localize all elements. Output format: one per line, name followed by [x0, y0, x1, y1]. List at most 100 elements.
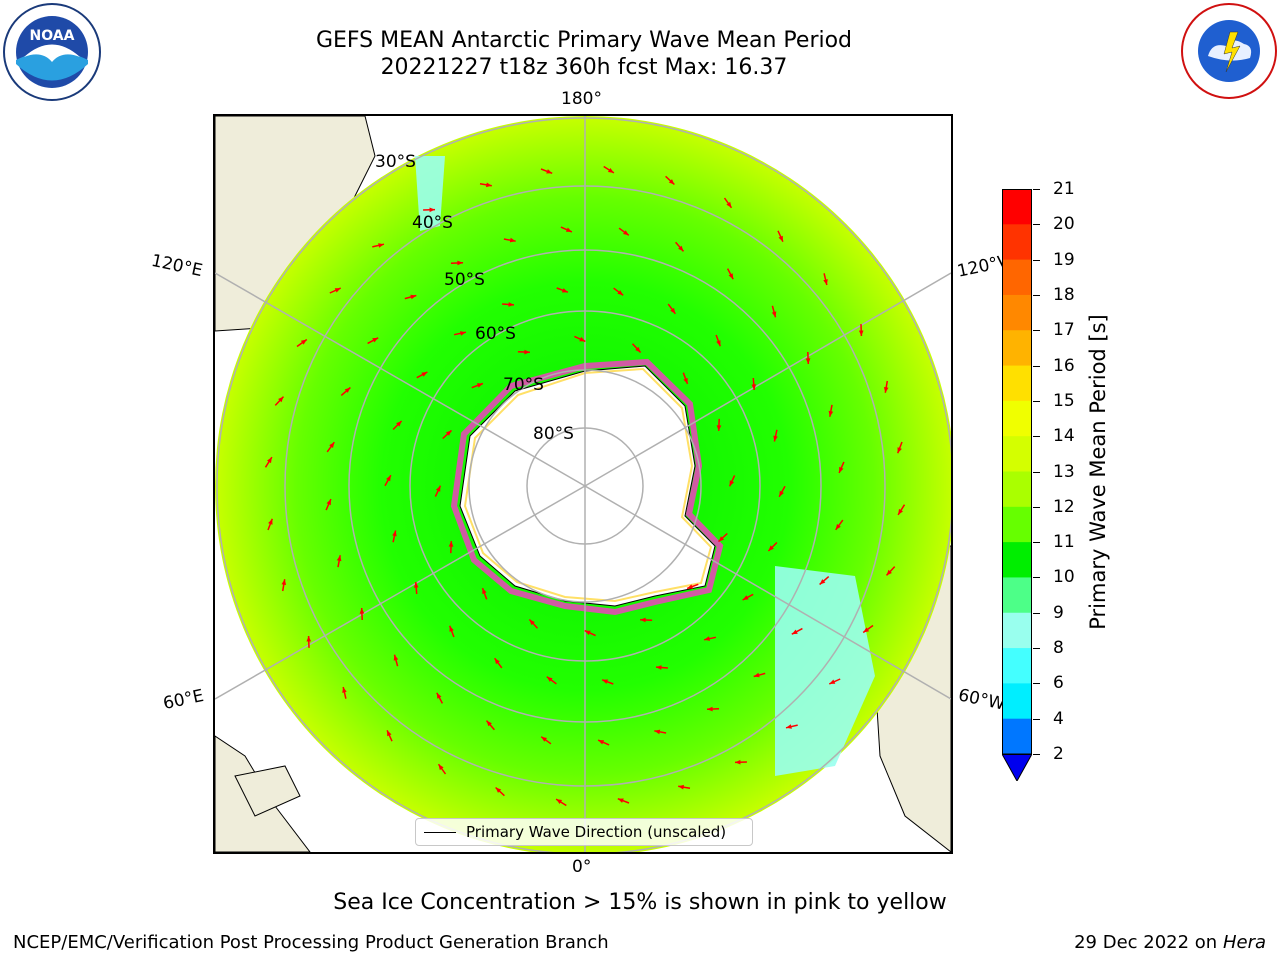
- wave-arrow-head: [751, 384, 757, 390]
- colorbar-tick-label: 10: [1053, 567, 1075, 588]
- wave-arrow-head: [707, 706, 713, 712]
- lat-label-80s: 80°S: [533, 424, 574, 444]
- wave-arrow-head: [886, 569, 892, 576]
- colorbar-tick-mark: [1033, 754, 1040, 755]
- date-text: 29 Dec 2022 on: [1074, 932, 1218, 953]
- wave-arrow-head: [387, 730, 392, 737]
- wave-arrow-head: [410, 294, 417, 300]
- colorbar-tick-label: 9: [1053, 602, 1064, 623]
- lon-label-180: 180°: [561, 89, 602, 109]
- colorbar-tick-mark: [1033, 189, 1040, 190]
- sea-ice-ring: [450, 358, 724, 616]
- colorbar-tick-mark: [1033, 294, 1040, 296]
- wave-arrow-head: [329, 442, 335, 448]
- date-host-text: 29 Dec 2022 on Hera: [1074, 932, 1266, 953]
- svg-text:NOAA: NOAA: [30, 28, 75, 44]
- colorbar-extend-arrow: [1002, 753, 1032, 781]
- colorbar-tick-label: 2: [1053, 744, 1064, 764]
- wave-arrow-head: [334, 288, 341, 293]
- colorbar-tick-mark: [1033, 612, 1040, 614]
- lat-label-60s: 60°S: [475, 324, 516, 344]
- lon-label-120e: 120°E: [149, 250, 205, 282]
- lon-label-60w: 60°W: [956, 685, 1007, 715]
- host-text: Hera: [1222, 932, 1266, 953]
- wave-arrow-head: [561, 288, 568, 293]
- wave-arrow-head: [392, 530, 397, 537]
- wave-arrow-head: [656, 665, 662, 670]
- wave-arrow-head: [448, 541, 454, 547]
- wave-arrow-head: [687, 584, 694, 589]
- wave-arrow-head: [449, 625, 454, 632]
- colorbar-tick-label: 14: [1053, 426, 1075, 447]
- wave-arrow-head: [839, 466, 844, 473]
- wave-arrow-head: [342, 687, 347, 693]
- wave-arrow-head: [278, 396, 284, 403]
- colorbar-tick-label: 4: [1053, 708, 1064, 729]
- wave-arrow-head: [602, 679, 609, 684]
- colorbar-tick-label: 20: [1053, 214, 1075, 235]
- wave-arrow-head: [546, 169, 553, 174]
- colorbar-tick-label: 11: [1053, 532, 1075, 553]
- wave-arrow-head: [726, 201, 732, 208]
- meridians: [215, 116, 951, 852]
- wave-arrow-head: [897, 447, 902, 454]
- wave-arrow-head: [336, 555, 342, 562]
- wave-arrow-head: [267, 457, 272, 464]
- colorbar-tick-mark: [1033, 436, 1040, 438]
- colorbar-swatch: [1002, 542, 1032, 578]
- wave-arrow-head: [835, 524, 841, 530]
- wave-arrow-head: [768, 545, 774, 551]
- wave-arrow-head: [529, 619, 535, 626]
- wave-arrow-head: [716, 340, 721, 347]
- colorbar-tick-mark: [1033, 224, 1040, 226]
- colorbar-tick-mark: [1033, 365, 1040, 367]
- legend-line-icon: [424, 831, 456, 833]
- colorbar-tick-label: 13: [1053, 461, 1075, 482]
- colorbar-tick-label: 16: [1053, 355, 1075, 376]
- colorbar-tick-mark: [1033, 259, 1040, 261]
- wave-arrow-head: [413, 582, 419, 588]
- wave-arrow-head: [268, 518, 273, 525]
- wave-arrow-head: [883, 387, 889, 393]
- wave-arrow-head: [429, 207, 435, 213]
- wave-arrow-head: [421, 372, 428, 377]
- wave-arrow-head: [359, 608, 365, 614]
- wave-arrow-head: [729, 480, 735, 487]
- wave-arrow-head: [281, 579, 287, 585]
- lat-label-50s: 50°S: [444, 270, 485, 290]
- wave-arrow-head: [598, 740, 605, 745]
- colorbar-swatch: [1002, 506, 1032, 543]
- wave-arrow-head: [541, 736, 547, 742]
- wave-arrow-head: [396, 421, 402, 427]
- colorbar-tick-mark: [1033, 471, 1040, 473]
- wave-arrow-head: [607, 168, 614, 173]
- wave-arrow-head: [753, 672, 760, 678]
- wave-arrow-head: [617, 290, 624, 296]
- wave-arrow-head: [584, 630, 591, 636]
- wave-arrow-head: [728, 273, 734, 280]
- wave-arrow-head: [393, 654, 399, 661]
- low-period-patch: [775, 566, 875, 776]
- wave-arrow-head: [771, 311, 777, 318]
- colorbar-swatch: [1002, 330, 1032, 367]
- noaa-logo: NOAA: [2, 2, 102, 102]
- colorbar-swatch: [1002, 612, 1032, 649]
- colorbar-swatch: [1002, 718, 1032, 755]
- wave-arrow-head: [326, 499, 331, 506]
- wave-arrow-head: [640, 617, 646, 623]
- wave-arrow-head: [386, 475, 391, 482]
- colorbar-label: Primary Wave Mean Period [s]: [1086, 314, 1110, 630]
- colorbar-swatch: [1002, 683, 1032, 720]
- nws-logo: [1180, 2, 1278, 100]
- colorbar-swatch: [1002, 259, 1032, 296]
- map-canvas: [215, 116, 951, 852]
- colorbar: [1002, 189, 1032, 781]
- wave-arrow-head: [524, 349, 530, 355]
- wave-arrow-head: [508, 302, 514, 307]
- colorbar-tick-label: 15: [1053, 390, 1075, 411]
- wave-arrow-head: [623, 230, 629, 236]
- wave-arrow-head: [678, 245, 684, 252]
- wave-arrow-head: [829, 679, 836, 684]
- wave-arrow-head: [556, 799, 563, 804]
- colorbar-swatch: [1002, 400, 1032, 437]
